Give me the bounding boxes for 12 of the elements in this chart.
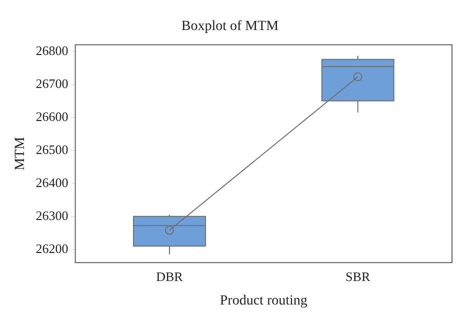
- y-tick-label: 26600: [36, 108, 68, 124]
- y-tick-label: 26500: [36, 142, 68, 157]
- x-axis-title: Product routing: [220, 293, 308, 308]
- y-axis-title: MTM: [13, 136, 28, 170]
- y-tick-label: 26200: [36, 240, 68, 256]
- x-tick-label: SBR: [346, 268, 370, 284]
- y-tick-label: 26800: [36, 42, 68, 58]
- y-tick-label: 26700: [36, 76, 68, 91]
- y-tick-label: 26400: [36, 174, 68, 190]
- x-tick-label: DBR: [156, 268, 184, 284]
- y-tick-label: 26300: [36, 208, 68, 223]
- chart-title: Boxplot of MTM: [181, 19, 280, 34]
